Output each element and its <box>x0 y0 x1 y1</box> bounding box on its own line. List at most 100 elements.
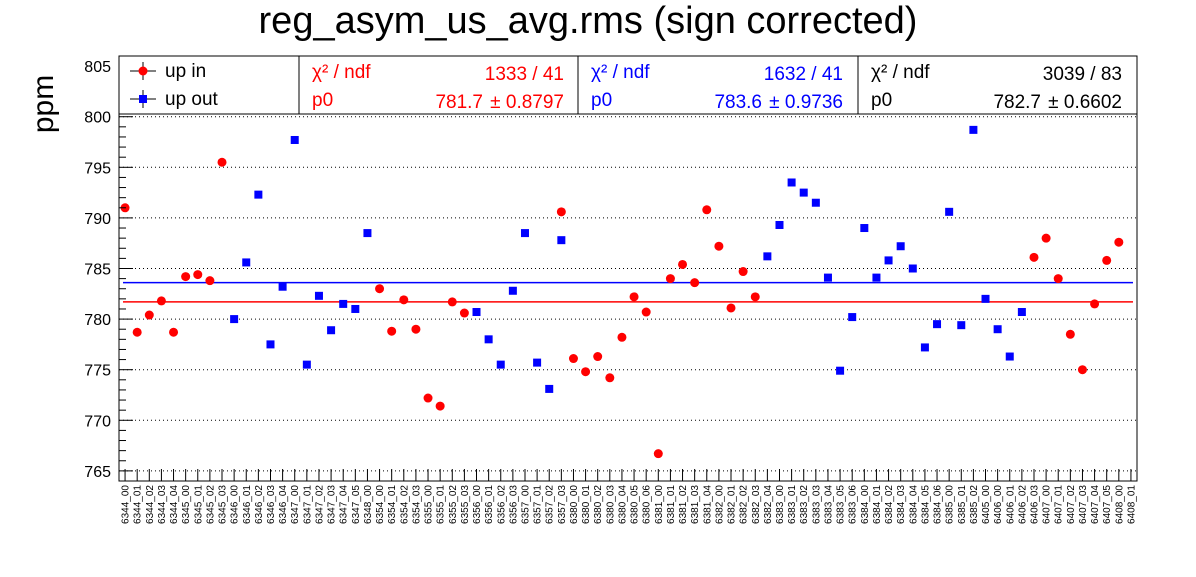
data-point-up-in <box>629 292 639 302</box>
chi2-ndf-label: χ² / ndf <box>591 62 650 83</box>
fit-stat-box <box>577 55 859 115</box>
data-point-up-in <box>1065 329 1075 339</box>
y-tick-label: 785 <box>84 262 111 279</box>
data-point-up-in <box>435 401 445 411</box>
x-tick-label: 6380_02 <box>593 485 604 524</box>
data-point-up-out <box>545 384 554 393</box>
data-point-up-in <box>702 205 712 215</box>
data-point-up-in <box>181 272 191 282</box>
data-point-up-in <box>399 295 409 305</box>
x-tick-label: 6406_03 <box>1029 485 1040 524</box>
x-tick-label: 6354_03 <box>411 485 422 524</box>
data-point-up-out <box>472 308 481 317</box>
x-tick-label: 6384_03 <box>896 485 907 524</box>
x-tick-label: 6344_00 <box>121 485 132 524</box>
data-point-up-out <box>933 320 942 329</box>
x-tick-label: 6380_01 <box>581 485 592 524</box>
chi2-ndf-label: χ² / ndf <box>312 62 371 83</box>
x-tick-label: 6356_00 <box>472 485 483 524</box>
x-tick-label: 6344_03 <box>157 485 168 524</box>
x-tick-label: 6347_05 <box>351 485 362 524</box>
x-tick-label: 6383_04 <box>823 485 834 524</box>
data-point-up-out <box>896 242 905 251</box>
data-point-up-out <box>860 224 869 233</box>
data-point-up-in <box>144 310 154 320</box>
data-point-up-in <box>750 292 760 302</box>
data-point-up-out <box>327 326 336 335</box>
data-point-up-in <box>387 326 397 336</box>
x-tick-label: 6346_00 <box>230 485 241 524</box>
p0-value: 782.7 <box>993 92 1041 113</box>
x-tick-label: 6345_02 <box>205 485 216 524</box>
x-tick-label: 6382_02 <box>739 485 750 524</box>
x-tick-label: 6407_00 <box>1042 485 1053 524</box>
data-point-up-out <box>290 135 299 144</box>
data-point-up-out <box>520 229 529 238</box>
p0-value: 781.7 <box>435 92 483 113</box>
data-point-up-in <box>205 276 215 286</box>
data-point-up-in <box>1077 365 1087 375</box>
data-point-up-out <box>763 252 772 261</box>
data-point-up-in <box>447 297 457 307</box>
x-tick-label: 6346_02 <box>254 485 265 524</box>
x-tick-label: 6354_00 <box>375 485 386 524</box>
data-point-up-in <box>193 270 203 280</box>
data-point-up-out <box>496 360 505 369</box>
x-tick-label: 6381_04 <box>702 485 713 524</box>
x-tick-label: 6406_00 <box>993 485 1004 524</box>
x-tick-label: 6407_04 <box>1090 485 1101 524</box>
data-point-up-out <box>242 258 251 267</box>
data-point-up-in <box>581 367 591 377</box>
data-point-up-in <box>169 327 179 337</box>
y-tick-label: 790 <box>84 211 111 228</box>
data-point-up-out <box>848 313 857 322</box>
chi2-ndf-value: 1632 / 41 <box>764 64 843 85</box>
x-tick-label: 6346_04 <box>278 485 289 524</box>
x-tick-label: 6346_03 <box>266 485 277 524</box>
data-point-up-in <box>665 274 675 284</box>
x-tick-label: 6406_02 <box>1017 485 1028 524</box>
p0-value: 783.6 <box>714 92 762 113</box>
y-tick-label: 795 <box>84 160 111 177</box>
x-tick-label: 6345_01 <box>193 485 204 524</box>
data-point-up-in <box>1114 237 1124 247</box>
data-point-up-out <box>557 236 566 245</box>
data-point-up-in <box>678 259 688 269</box>
legend-marker-circle <box>138 66 148 76</box>
data-point-up-out <box>351 304 360 313</box>
p0-label: p0 <box>591 90 612 111</box>
data-point-up-out <box>230 315 239 324</box>
data-point-up-in <box>1053 274 1063 284</box>
data-point-up-in <box>738 267 748 277</box>
chi2-ndf-label: χ² / ndf <box>871 62 930 83</box>
legend-label: up out <box>165 89 219 110</box>
x-tick-label: 6347_03 <box>327 485 338 524</box>
data-point-up-out <box>339 299 348 308</box>
x-tick-label: 6357_02 <box>545 485 556 524</box>
x-tick-label: 6381_01 <box>666 485 677 524</box>
x-tick-label: 6385_00 <box>945 485 956 524</box>
data-point-up-out <box>484 335 493 344</box>
data-point-up-in <box>411 324 421 334</box>
x-tick-label: 6384_06 <box>933 485 944 524</box>
x-tick-label: 6383_01 <box>787 485 798 524</box>
x-tick-label: 6382_04 <box>763 485 774 524</box>
x-tick-label: 6383_02 <box>799 485 810 524</box>
data-point-up-out <box>775 220 784 229</box>
data-point-up-out <box>811 198 820 207</box>
data-point-up-out <box>993 325 1002 334</box>
chart-title: reg_asym_us_avg.rms (sign corrected) <box>259 0 918 42</box>
x-tick-label: 6382_00 <box>714 485 725 524</box>
data-point-up-out <box>302 360 311 369</box>
fit-lines <box>123 281 1133 303</box>
x-tick-label: 6384_05 <box>920 485 931 524</box>
data-point-up-in <box>690 278 700 288</box>
x-tick-label: 6384_02 <box>884 485 895 524</box>
data-point-up-in <box>375 284 385 294</box>
x-tick-label: 6345_03 <box>218 485 229 524</box>
data-point-up-in <box>726 303 736 313</box>
data-point-up-out <box>957 321 966 330</box>
data-point-up-out <box>254 190 263 199</box>
chi2-ndf-value: 1333 / 41 <box>485 64 564 85</box>
x-tick-label: 6346_01 <box>242 485 253 524</box>
